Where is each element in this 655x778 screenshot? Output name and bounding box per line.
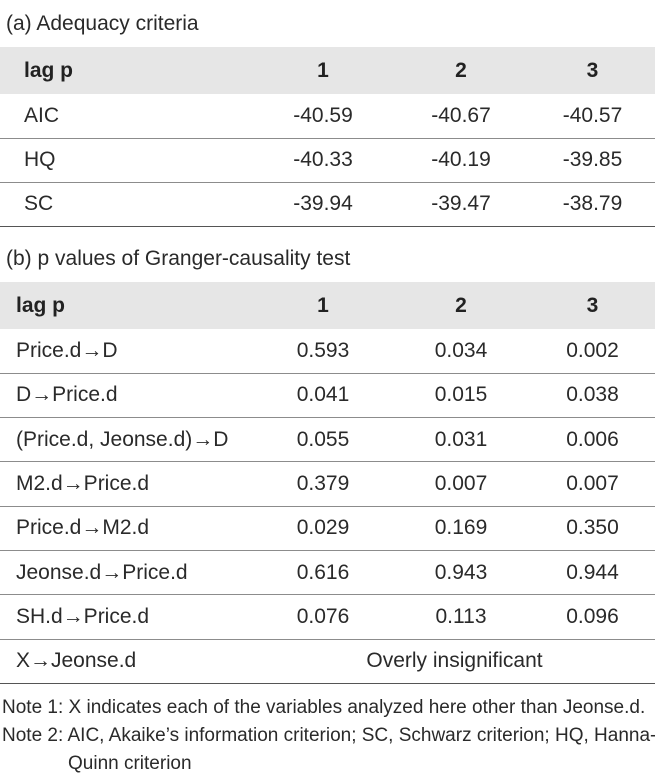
row-label: AIC xyxy=(0,94,254,139)
row-label: Price.d→M2.d xyxy=(0,506,254,551)
header-cell: 3 xyxy=(530,282,655,329)
section-b-title: (b) p values of Granger-causality test xyxy=(6,247,351,270)
table-cell: 0.076 xyxy=(254,594,392,640)
row-label: X→Jeonse.d xyxy=(0,639,254,684)
row-label: M2.d→Price.d xyxy=(0,461,254,507)
table-row: Price.d→M2.d 0.029 0.169 0.350 xyxy=(0,506,655,551)
table-cell: 0.029 xyxy=(254,506,392,551)
header-cell: 2 xyxy=(392,282,530,329)
table-header-row: lag p 1 2 3 xyxy=(0,47,655,94)
table-cell: 0.034 xyxy=(392,329,530,374)
header-cell: lag p xyxy=(0,47,254,94)
table-cell: -40.67 xyxy=(392,94,530,139)
table-row: HQ -40.33 -40.19 -39.85 xyxy=(0,138,655,183)
header-cell: 3 xyxy=(530,47,655,94)
granger-causality-table: lag p 1 2 3 Price.d→D 0.593 0.034 0.002 … xyxy=(0,282,655,684)
merged-table-cell: Overly insignificant xyxy=(254,639,655,684)
table-row: M2.d→Price.d 0.379 0.007 0.007 xyxy=(0,461,655,507)
table-cell: 0.350 xyxy=(530,506,655,551)
adequacy-criteria-table: lag p 1 2 3 AIC -40.59 -40.67 -40.57 HQ … xyxy=(0,47,655,227)
header-cell: 1 xyxy=(254,47,392,94)
header-cell: 2 xyxy=(392,47,530,94)
table-cell: -39.94 xyxy=(254,182,392,227)
table-cell: 0.113 xyxy=(392,594,530,640)
row-label: SH.d→Price.d xyxy=(0,594,254,640)
table-cell: -40.57 xyxy=(530,94,655,139)
header-cell: 1 xyxy=(254,282,392,329)
table-cell: 0.007 xyxy=(530,461,655,507)
table-row: Price.d→D 0.593 0.034 0.002 xyxy=(0,329,655,374)
row-label: (Price.d, Jeonse.d)→D xyxy=(0,417,254,463)
table-row: AIC -40.59 -40.67 -40.57 xyxy=(0,94,655,139)
table-cell: 0.007 xyxy=(392,461,530,507)
row-label: SC xyxy=(0,182,254,227)
table-row: Jeonse.d→Price.d 0.616 0.943 0.944 xyxy=(0,550,655,596)
table-row: D→Price.d 0.041 0.015 0.038 xyxy=(0,373,655,419)
table-cell: 0.616 xyxy=(254,550,392,596)
table-cell: 0.015 xyxy=(392,373,530,419)
row-label: Jeonse.d→Price.d xyxy=(0,550,254,596)
table-cell: 0.031 xyxy=(392,417,530,463)
table-row: SC -39.94 -39.47 -38.79 xyxy=(0,182,655,227)
table-row: SH.d→Price.d 0.076 0.113 0.096 xyxy=(0,594,655,640)
table-cell: 0.002 xyxy=(530,329,655,374)
note-2-continuation: Quinn criterion xyxy=(68,753,192,774)
table-cell: -40.33 xyxy=(254,138,392,183)
table-cell: -40.19 xyxy=(392,138,530,183)
note-2: Note 2: AIC, Akaike’s information criter… xyxy=(2,725,655,746)
table-cell: 0.944 xyxy=(530,550,655,596)
header-cell: lag p xyxy=(0,282,254,329)
table-cell: 0.943 xyxy=(392,550,530,596)
table-cell: 0.169 xyxy=(392,506,530,551)
note-1: Note 1: X indicates each of the variable… xyxy=(2,697,646,718)
table-cell: -40.59 xyxy=(254,94,392,139)
table-cell: 0.096 xyxy=(530,594,655,640)
table-cell: 0.379 xyxy=(254,461,392,507)
table-cell: 0.041 xyxy=(254,373,392,419)
row-label: D→Price.d xyxy=(0,373,254,419)
table-cell: 0.593 xyxy=(254,329,392,374)
table-cell: -38.79 xyxy=(530,182,655,227)
table-header-row: lag p 1 2 3 xyxy=(0,282,655,329)
table-cell: -39.85 xyxy=(530,138,655,183)
row-label: HQ xyxy=(0,138,254,183)
table-cell: -39.47 xyxy=(392,182,530,227)
table-cell: 0.038 xyxy=(530,373,655,419)
table-notes: Note 1: X indicates each of the variable… xyxy=(2,694,655,778)
table-row: (Price.d, Jeonse.d)→D 0.055 0.031 0.006 xyxy=(0,417,655,463)
row-label: Price.d→D xyxy=(0,329,254,374)
section-a-title: (a) Adequacy criteria xyxy=(6,12,199,35)
table-row: X→Jeonse.d Overly insignificant xyxy=(0,639,655,684)
table-cell: 0.055 xyxy=(254,417,392,463)
table-cell: 0.006 xyxy=(530,417,655,463)
